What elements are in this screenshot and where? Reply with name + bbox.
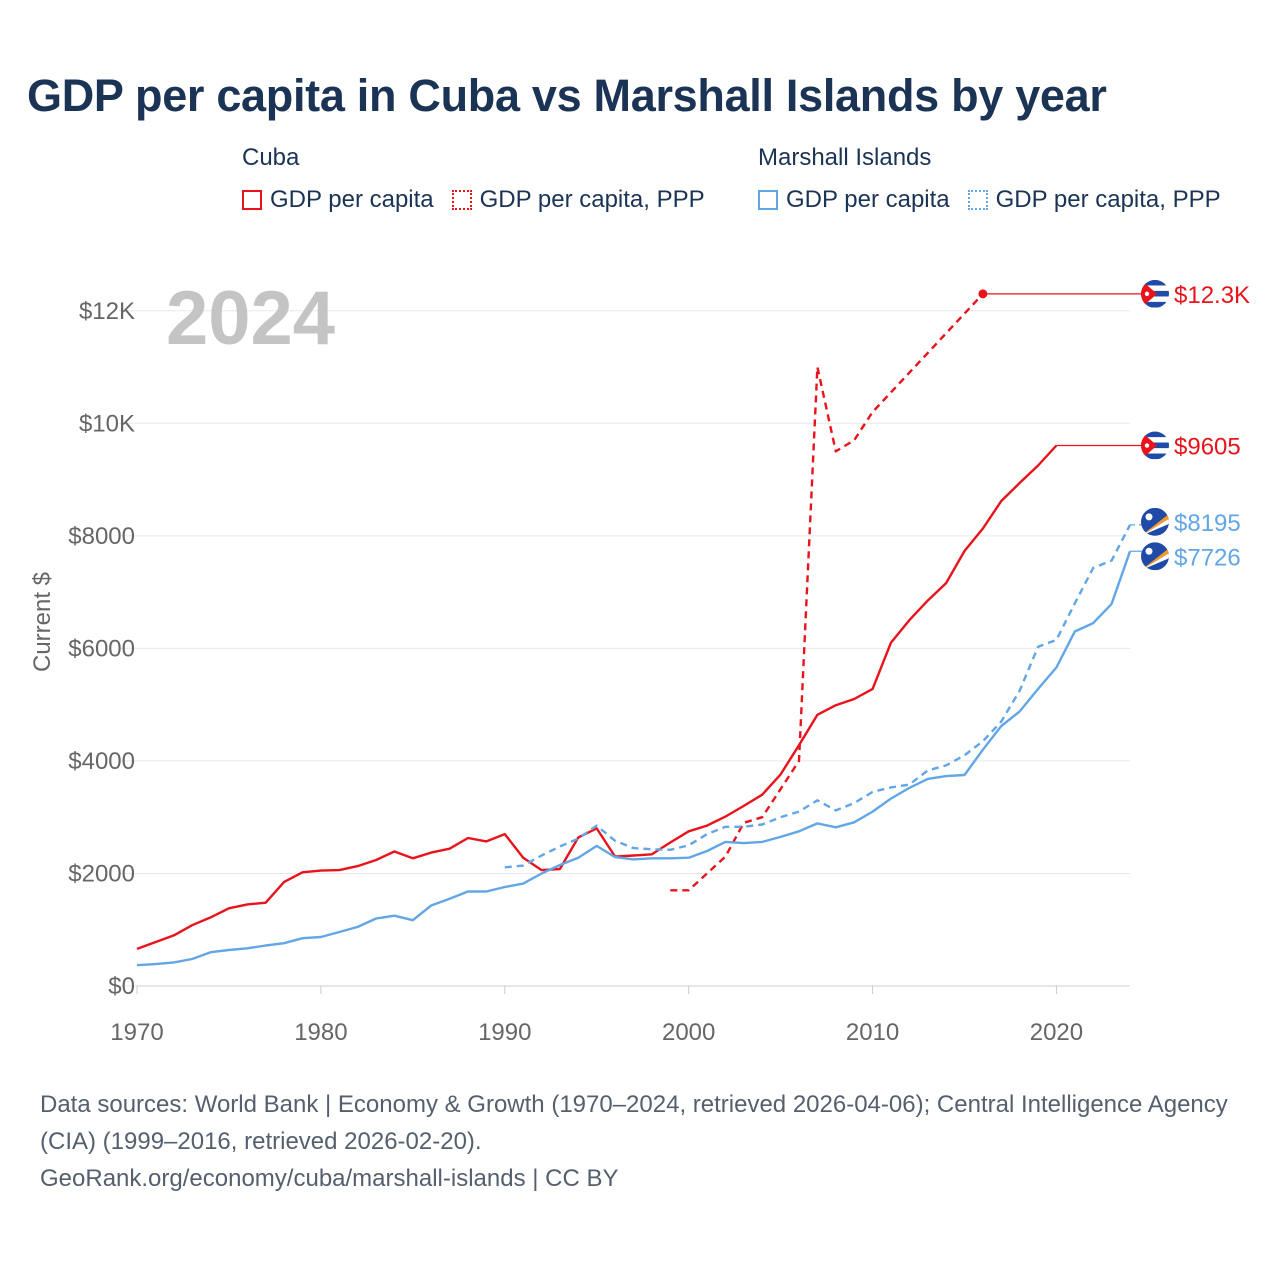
- series-line: [136, 444, 1058, 951]
- axes: $0 $2000 $4000 $6000 $8000 $10K $12K 1970 1980 19…: [68, 298, 1130, 1046]
- flag-star: [1144, 443, 1150, 448]
- source-line-2[interactable]: GeoRank.org/economy/cuba/marshall-island…: [40, 1165, 619, 1192]
- legend-item-cuba-gdp[interactable]: GDP per capita: [242, 186, 434, 214]
- legend-item-label: GDP per capita, PPP: [479, 186, 705, 213]
- y-tick-label: $8000: [68, 523, 135, 550]
- legend-swatch-dotted: [967, 190, 988, 210]
- cuba-flag-icon: [1141, 431, 1169, 460]
- y-tick-label: $0: [108, 973, 135, 1000]
- flag-stripe: [1141, 453, 1169, 460]
- flag-ray-orange: [1141, 513, 1169, 536]
- series-end-label: $7726: [1174, 544, 1241, 571]
- y-tick-label: $10K: [79, 410, 135, 437]
- legend-group-cuba: Cuba GDP per capita GDP per capita, PPP: [242, 144, 705, 214]
- legend-group-title: Marshall Islands: [758, 144, 932, 171]
- series-end-label: $9605: [1174, 434, 1241, 461]
- marshall-islands-flag-icon: [1141, 542, 1169, 571]
- y-tick-label: $6000: [68, 635, 135, 662]
- legend-group-marshall-islands: Marshall Islands GDP per capita GDP per …: [758, 144, 1221, 214]
- flag-stripe: [1141, 301, 1169, 308]
- x-tick-label: 2010: [846, 1019, 899, 1046]
- legend-item-label: GDP per capita, PPP: [995, 186, 1221, 213]
- legend-swatch-solid: [242, 190, 262, 210]
- x-tick-label: 1980: [294, 1019, 347, 1046]
- cuba-flag-icon: [1141, 279, 1169, 308]
- source-note: Data sources: World Bank | Economy & Gro…: [40, 1086, 1240, 1197]
- year-watermark: 2024: [166, 276, 335, 361]
- flag-ray-white: [1141, 553, 1169, 571]
- x-tick-label: 2020: [1030, 1019, 1083, 1046]
- series-line: [504, 524, 1132, 869]
- y-tick-label: $4000: [68, 748, 135, 775]
- series-end-marker: [978, 289, 988, 299]
- chart-title: GDP per capita in Cuba vs Marshall Islan…: [27, 70, 1107, 121]
- source-line-1: Data sources: World Bank | Economy & Gro…: [40, 1091, 1228, 1155]
- series-end-label: $8195: [1174, 510, 1241, 537]
- x-tick-label: 1970: [110, 1019, 163, 1046]
- legend-item-mhl-gdp[interactable]: GDP per capita: [758, 186, 950, 214]
- legend-swatch-dotted: [451, 190, 472, 210]
- flag-star: [1145, 547, 1153, 555]
- flag-stripe: [1141, 279, 1169, 286]
- flag-ray-white: [1141, 518, 1169, 536]
- legend-item-label: GDP per capita: [786, 186, 950, 213]
- line-chart: 2024 $0 $2000 $4000 $6000 $8000 $10K $12K 1970 1…: [29, 276, 1250, 1046]
- grid-lines: [119, 310, 1130, 987]
- marshall-islands-flag-icon: [1141, 507, 1169, 536]
- series-line: [670, 293, 984, 892]
- series-line: [136, 550, 1132, 967]
- y-tick-label: $2000: [68, 860, 135, 887]
- end-labels: $9605 $12.3K $7726 $8195: [1141, 279, 1250, 571]
- legend-item-cuba-gdp-ppp[interactable]: GDP per capita, PPP: [451, 186, 705, 214]
- flag-star: [1145, 513, 1153, 521]
- y-axis-title: Current $: [29, 572, 56, 672]
- legend-item-label: GDP per capita: [270, 186, 434, 213]
- flag-ray-orange: [1141, 548, 1169, 571]
- series-end-label: $12.3K: [1174, 282, 1250, 309]
- x-tick-label: 2000: [662, 1019, 715, 1046]
- flag-stripe: [1141, 431, 1169, 438]
- y-tick-label: $12K: [79, 298, 135, 325]
- x-tick-label: 1990: [478, 1019, 531, 1046]
- legend-swatch-solid: [758, 190, 778, 210]
- legend-item-mhl-gdp-ppp[interactable]: GDP per capita, PPP: [967, 186, 1221, 214]
- flag-star: [1144, 291, 1150, 297]
- series: [136, 289, 1154, 967]
- legend-group-title: Cuba: [242, 144, 300, 171]
